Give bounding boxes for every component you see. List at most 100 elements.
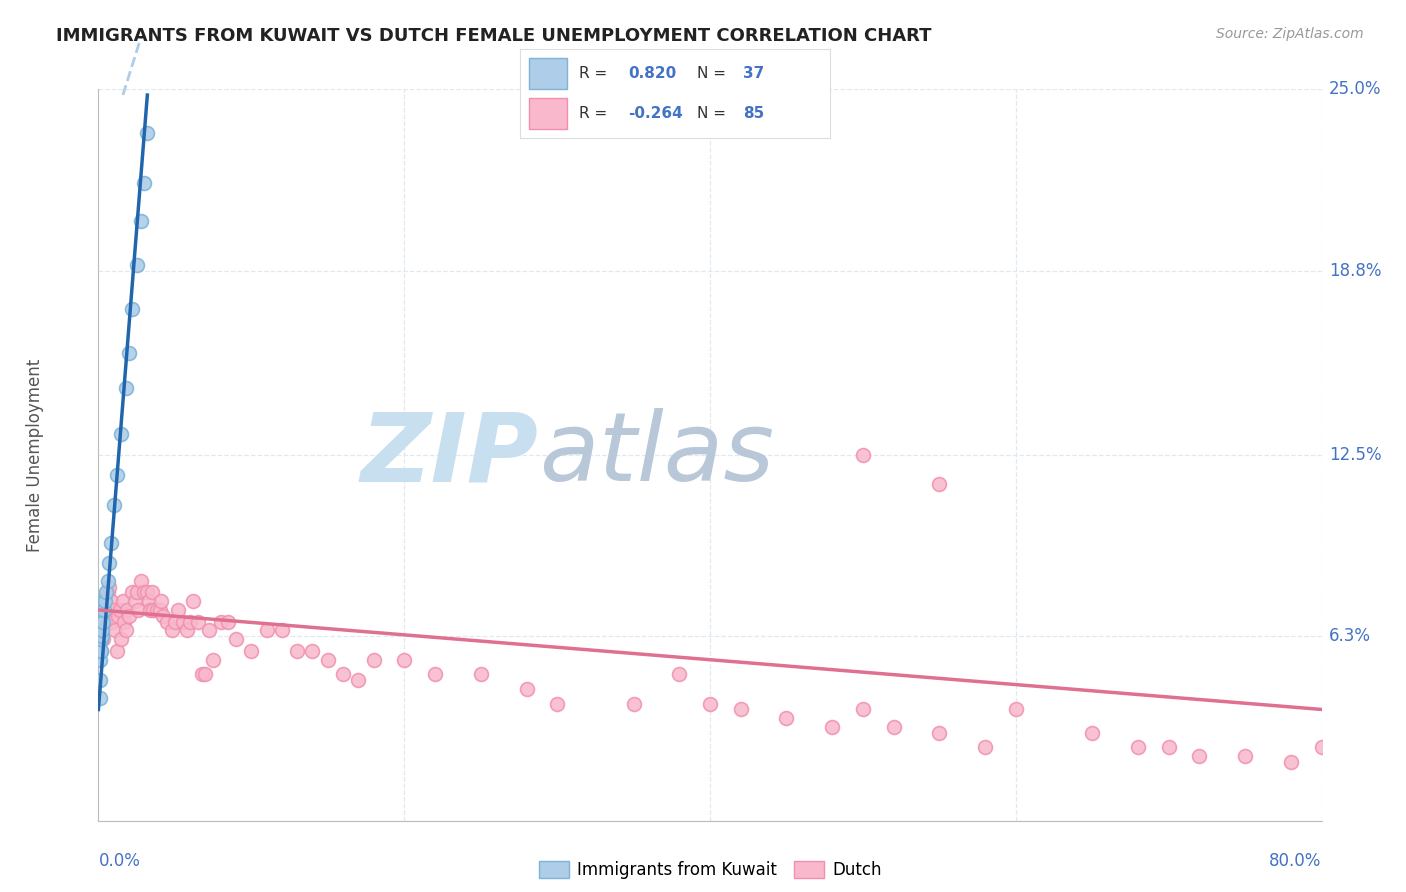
Point	[121, 585, 143, 599]
Point	[89, 644, 111, 658]
Point	[217, 615, 239, 629]
Point	[136, 126, 159, 140]
Text: Source: ZipAtlas.com: Source: ZipAtlas.com	[1216, 27, 1364, 41]
Point	[110, 632, 132, 647]
Point	[156, 615, 179, 629]
Point	[93, 603, 115, 617]
Point	[172, 615, 194, 629]
Point	[134, 176, 156, 190]
Point	[107, 608, 129, 623]
Point	[883, 720, 905, 734]
Point	[90, 644, 112, 658]
Point	[852, 702, 875, 716]
Point	[623, 697, 645, 711]
Point	[89, 624, 111, 638]
Legend: Immigrants from Kuwait, Dutch: Immigrants from Kuwait, Dutch	[531, 854, 889, 886]
Point	[1234, 749, 1257, 764]
Point	[89, 615, 111, 629]
Point	[121, 301, 143, 316]
Point	[90, 632, 112, 647]
Text: R =: R =	[579, 106, 612, 120]
Point	[112, 615, 135, 629]
Point	[93, 615, 115, 629]
Point	[115, 381, 138, 395]
Point	[90, 603, 112, 617]
Point	[392, 653, 416, 667]
Point	[730, 702, 752, 716]
Point	[181, 594, 204, 608]
Point	[332, 667, 354, 681]
Point	[97, 574, 120, 588]
Point	[125, 258, 148, 272]
Point	[97, 585, 120, 599]
Point	[103, 498, 125, 512]
Point	[117, 603, 139, 617]
Point	[974, 740, 997, 755]
Point	[125, 585, 148, 599]
Point	[98, 580, 121, 594]
Point	[470, 667, 492, 681]
Text: ZIP: ZIP	[361, 409, 538, 501]
Point	[176, 624, 198, 638]
Point	[124, 594, 146, 608]
Point	[209, 615, 232, 629]
Text: Female Unemployment: Female Unemployment	[27, 359, 44, 551]
Point	[118, 345, 141, 359]
Point	[270, 624, 292, 638]
Text: 18.8%: 18.8%	[1329, 261, 1381, 279]
Bar	[530, 98, 567, 129]
Point	[316, 653, 339, 667]
Point	[108, 603, 131, 617]
Point	[89, 653, 111, 667]
Point	[363, 653, 385, 667]
Point	[668, 667, 690, 681]
Point	[105, 644, 128, 658]
Point	[134, 585, 156, 599]
Point	[423, 667, 446, 681]
Point	[129, 214, 152, 228]
Point	[821, 720, 844, 734]
Point	[152, 608, 174, 623]
Point	[89, 673, 111, 688]
Text: -0.264: -0.264	[628, 106, 683, 120]
Point	[197, 624, 219, 638]
Point	[167, 603, 190, 617]
Text: 12.5%: 12.5%	[1329, 446, 1381, 464]
Point	[94, 603, 117, 617]
Point	[90, 615, 112, 629]
Text: 37: 37	[742, 66, 765, 80]
Point	[90, 624, 112, 638]
Text: N =: N =	[696, 66, 730, 80]
Point	[91, 624, 114, 638]
Point	[1004, 702, 1026, 716]
Point	[111, 594, 134, 608]
Text: 0.820: 0.820	[628, 66, 676, 80]
Point	[101, 615, 124, 629]
Point	[187, 615, 209, 629]
Point	[160, 624, 183, 638]
Point	[194, 667, 217, 681]
Point	[1081, 726, 1104, 740]
Point	[100, 594, 122, 608]
Point	[516, 681, 538, 696]
Point	[775, 711, 797, 725]
Point	[145, 603, 167, 617]
Point	[90, 608, 112, 623]
Point	[89, 690, 111, 705]
Point	[103, 603, 125, 617]
Point	[1157, 740, 1180, 755]
Point	[90, 644, 112, 658]
Point	[89, 632, 111, 647]
Point	[301, 644, 323, 658]
Point	[1310, 740, 1333, 755]
Text: 25.0%: 25.0%	[1329, 80, 1381, 98]
Bar	[530, 58, 567, 89]
Point	[202, 653, 225, 667]
Point	[91, 615, 114, 629]
Point	[129, 574, 152, 588]
Point	[93, 594, 115, 608]
Point	[90, 629, 112, 643]
Point	[240, 644, 263, 658]
Point	[105, 468, 128, 483]
Point	[852, 448, 875, 462]
